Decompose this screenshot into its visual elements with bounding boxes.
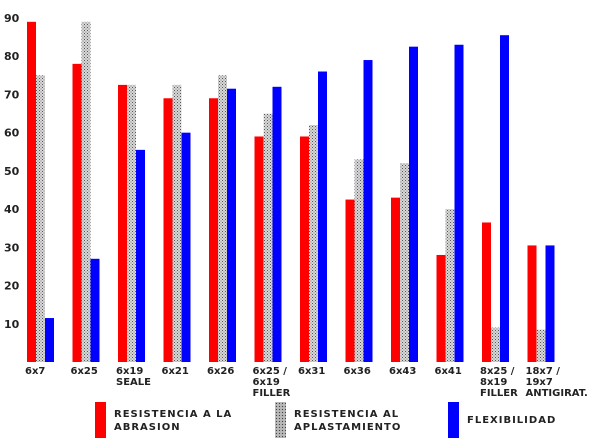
x-tick-label: 6x25 — [71, 366, 98, 377]
x-axis-labels: 6x7 6x25 6x19 SEALE 6x21 6x26 6x25 /6x19 FILLER… — [25, 366, 588, 399]
bar — [218, 75, 227, 362]
legend-label-flexibilidad: FLEXIBILIDAD — [467, 415, 557, 426]
legend-swatch-aplastamiento — [275, 402, 286, 438]
bar — [209, 98, 218, 363]
bar — [400, 163, 409, 362]
y-axis: 10 20 30 40 50 60 70 80 90 — [4, 12, 20, 331]
bar — [536, 329, 546, 362]
bar — [227, 88, 236, 362]
bar — [90, 258, 100, 362]
x-tick-label: 6x25 /6x19 FILLER — [253, 366, 291, 399]
bar — [454, 44, 464, 362]
x-tick-label: 18x7 /19x7 ANTIGIRAT. — [526, 366, 588, 399]
x-tick-label: 6x31 — [298, 366, 325, 377]
legend-item-aplastamiento: RESISTENCIA AL APLASTAMIENTO — [275, 402, 401, 438]
y-tick-label: 80 — [4, 50, 20, 63]
y-tick-label: 70 — [4, 88, 20, 101]
legend-label-aplastamiento: RESISTENCIA AL APLASTAMIENTO — [294, 409, 402, 433]
bar — [300, 136, 309, 362]
y-tick-label: 10 — [4, 318, 20, 331]
bar — [491, 327, 500, 362]
legend: RESISTENCIA A LA ABRASION RESISTENCIA AL… — [0, 402, 600, 445]
bar — [318, 71, 327, 362]
bar — [272, 86, 282, 363]
bar — [118, 84, 127, 362]
bar — [545, 245, 555, 362]
y-tick-label: 40 — [4, 203, 20, 216]
bar — [172, 84, 182, 362]
bar — [345, 199, 355, 362]
x-tick-label: 6x36 — [344, 366, 371, 377]
bar — [181, 132, 191, 362]
legend-item-abrasion: RESISTENCIA A LA ABRASION — [95, 402, 232, 438]
x-tick-label: 6x43 — [389, 366, 416, 377]
bar — [27, 21, 36, 362]
x-tick-label: 8x25 /8x19 FILLER — [480, 366, 518, 399]
bar — [500, 35, 509, 362]
y-tick-label: 60 — [4, 127, 20, 140]
y-tick-label: 20 — [4, 280, 20, 293]
bar — [409, 46, 418, 363]
bar — [527, 245, 537, 362]
y-tick-label: 90 — [4, 12, 20, 25]
bar — [354, 159, 364, 362]
bar — [127, 84, 136, 362]
x-tick-label: 6x26 — [207, 366, 234, 377]
bar — [436, 254, 446, 362]
x-tick-label: 6x19 SEALE — [116, 366, 151, 388]
legend-item-flexibilidad: FLEXIBILIDAD — [448, 402, 556, 438]
x-tick-label: 6x41 — [435, 366, 462, 377]
bar — [445, 209, 455, 362]
bar — [391, 197, 400, 362]
bar — [136, 149, 145, 362]
bars-group — [27, 21, 555, 363]
bar — [254, 136, 264, 362]
y-tick-label: 50 — [4, 165, 20, 178]
bar — [81, 21, 91, 362]
x-tick-label: 6x7 — [25, 366, 45, 377]
bar — [45, 318, 54, 362]
y-tick-label: 30 — [4, 241, 20, 254]
bar — [36, 75, 45, 362]
bar — [363, 60, 373, 363]
bar — [482, 222, 491, 362]
bar — [163, 98, 173, 363]
bar — [72, 63, 82, 362]
bar — [263, 113, 273, 362]
legend-swatch-flexibilidad — [448, 402, 459, 438]
legend-label-abrasion: RESISTENCIA A LA ABRASION — [114, 409, 233, 433]
x-tick-label: 6x21 — [162, 366, 189, 377]
bar — [309, 125, 318, 363]
legend-swatch-abrasion — [95, 402, 106, 438]
